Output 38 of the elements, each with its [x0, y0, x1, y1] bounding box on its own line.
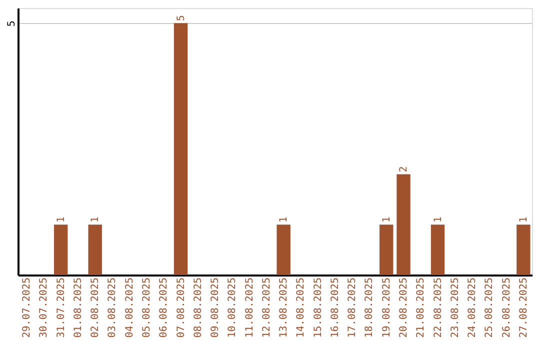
x-tick-label: 08.08.2025 — [192, 278, 204, 338]
x-tick-label: 01.08.2025 — [72, 278, 84, 338]
x-tick-label: 13.08.2025 — [278, 278, 290, 338]
x-tick-label: 23.08.2025 — [450, 278, 461, 338]
x-tick-label: 22.08.2025 — [432, 278, 444, 338]
x-tick-label: 19.08.2025 — [381, 278, 392, 338]
x-tick-label: 26.08.2025 — [501, 278, 512, 338]
x-tick-label: 04.08.2025 — [124, 278, 136, 338]
x-tick-label: 03.08.2025 — [107, 278, 118, 338]
x-tick-label: 12.08.2025 — [261, 278, 272, 338]
data-label: 1 — [56, 216, 67, 223]
data-label: 1 — [90, 216, 102, 223]
data-label: 1 — [518, 216, 530, 223]
x-tick-label: 14.08.2025 — [296, 278, 307, 338]
x-tick-label: 11.08.2025 — [244, 278, 256, 338]
x-tick-label: 02.08.2025 — [90, 278, 102, 338]
x-tick-label: 09.08.2025 — [210, 278, 222, 338]
data-label: 1 — [381, 216, 392, 223]
x-tick-label: 20.08.2025 — [398, 278, 410, 338]
x-tick-label: 31.07.2025 — [56, 278, 67, 338]
x-tick-label: 18.08.2025 — [364, 278, 376, 338]
x-tick-label: 25.08.2025 — [484, 278, 496, 338]
x-tick-label: 17.08.2025 — [347, 278, 358, 338]
x-tick-label: 27.08.2025 — [518, 278, 530, 338]
x-tick-label: 16.08.2025 — [330, 278, 341, 338]
x-tick-label: 24.08.2025 — [467, 278, 478, 338]
x-tick-label: 07.08.2025 — [176, 278, 187, 338]
x-tick-label: 21.08.2025 — [416, 278, 427, 338]
x-tick-label: 30.07.2025 — [38, 278, 50, 338]
x-tick-label: 15.08.2025 — [312, 278, 324, 338]
data-label: 5 — [176, 15, 187, 22]
x-tick-label: 05.08.2025 — [142, 278, 152, 338]
data-label: 2 — [398, 166, 410, 172]
x-tick-label: 10.08.2025 — [227, 278, 238, 338]
data-label: 1 — [432, 216, 444, 223]
data-label: 1 — [278, 216, 290, 223]
x-tick-label: 06.08.2025 — [158, 278, 170, 338]
x-tick-label: 29.07.2025 — [22, 278, 33, 338]
